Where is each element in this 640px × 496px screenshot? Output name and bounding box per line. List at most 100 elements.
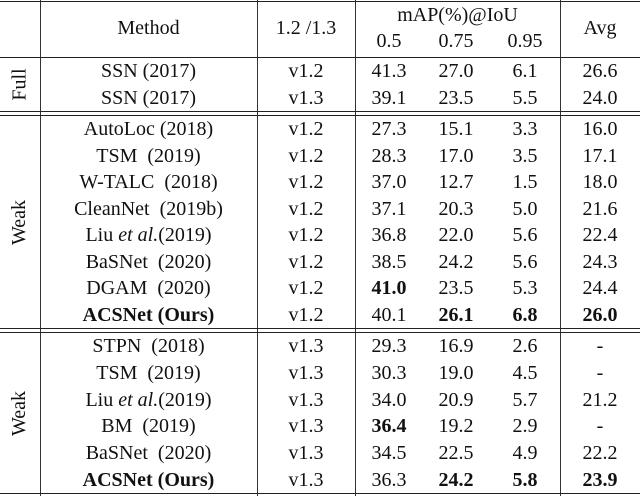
method-cell: BaSNet (2020)	[40, 249, 257, 275]
method-cell: CleanNet (2019b)	[40, 196, 257, 222]
avg-cell: 21.2	[582, 388, 618, 411]
method-cell: SSN (2017)	[40, 85, 257, 111]
header-iou-0.5: 0.5	[376, 30, 402, 52]
method-cell: STPN (2018)	[40, 333, 257, 359]
map-cell: 5.6	[512, 224, 538, 247]
avg-cell: -	[596, 362, 604, 384]
avg-cell: 24.0	[582, 86, 618, 109]
version-cell: v1.2	[288, 144, 324, 167]
version-cell: v1.3	[288, 335, 324, 358]
avg-cell: -	[596, 335, 604, 358]
group-rule	[0, 328, 640, 329]
group-rule	[0, 111, 640, 112]
group-rule	[0, 115, 640, 116]
method-cell: SSN (2017)	[40, 58, 257, 84]
version-cell: v1.3	[288, 388, 324, 411]
header-method: Method	[117, 17, 180, 39]
column-divider	[355, 0, 356, 496]
map-cell: 3.5	[512, 144, 538, 167]
map-cell: 2.6	[512, 335, 538, 358]
map-cell: 37.0	[371, 171, 407, 194]
top-rule	[0, 1, 640, 2]
avg-cell: 24.4	[582, 277, 618, 300]
map-cell: 23.5	[438, 277, 474, 300]
map-cell: 29.3	[371, 335, 407, 358]
avg-cell: 24.3	[582, 250, 618, 273]
map-cell: 22.5	[438, 442, 474, 464]
avg-cell: 18.0	[582, 171, 618, 194]
avg-cell: 23.9	[582, 468, 618, 491]
map-cell: 34.0	[371, 388, 407, 411]
avg-cell: 26.6	[582, 60, 618, 83]
version-cell: v1.2	[288, 171, 324, 194]
method-name: AutoLoc (2018)	[83, 118, 214, 141]
version-cell: v1.2	[288, 197, 324, 220]
version-cell: v1.2	[288, 250, 324, 273]
header-rule	[0, 57, 640, 58]
header-iou-0.75: 0.75	[438, 30, 474, 52]
method-name: ACSNet (Ours)	[82, 303, 215, 326]
version-cell: v1.3	[288, 362, 324, 384]
avg-cell: 17.1	[582, 144, 618, 167]
map-cell: 4.5	[512, 362, 538, 384]
version-cell: v1.2	[288, 277, 324, 300]
map-cell: 24.2	[438, 468, 474, 491]
column-divider	[560, 0, 561, 496]
map-cell: 39.1	[371, 86, 407, 109]
map-cell: 15.1	[438, 118, 474, 141]
map-cell: 36.8	[371, 224, 407, 247]
column-divider	[257, 0, 258, 496]
map-cell: 23.5	[438, 86, 474, 109]
method-name: TSM (2019)	[96, 362, 201, 384]
group-label-text: Weak	[8, 390, 31, 436]
method-cell: BaSNet (2020)	[40, 440, 257, 466]
method-cell: W-TALC (2018)	[40, 169, 257, 195]
map-cell: 5.5	[512, 86, 538, 109]
map-cell: 12.7	[438, 171, 474, 194]
method-name: CleanNet (2019b)	[74, 197, 223, 220]
group-rule	[0, 332, 640, 333]
header-version: 1.2 /1.3	[275, 17, 337, 39]
method-cell: TSM (2019)	[40, 360, 257, 386]
method-cell: Liu et al. (2019)	[85, 388, 212, 411]
version-cell: v1.2	[288, 224, 324, 247]
map-cell: 20.3	[438, 197, 474, 220]
map-cell: 17.0	[438, 144, 474, 167]
map-cell: 6.1	[512, 60, 538, 83]
method-name: SSN (2017)	[100, 60, 196, 83]
map-cell: 28.3	[371, 144, 407, 167]
avg-cell: 21.6	[582, 197, 618, 220]
map-cell: 6.8	[512, 303, 538, 326]
version-cell: v1.2	[288, 303, 324, 326]
map-cell: 19.0	[438, 362, 474, 384]
map-cell: 20.9	[438, 388, 474, 411]
method-cell: ACSNet (Ours)	[40, 467, 257, 493]
group-label-text: Full	[8, 68, 31, 101]
map-cell: 38.5	[371, 250, 407, 273]
group-label: Weak	[0, 116, 40, 328]
method-cell: AutoLoc (2018)	[40, 116, 257, 142]
version-cell: v1.3	[288, 468, 324, 491]
map-cell: 36.4	[371, 415, 407, 438]
column-divider	[40, 0, 41, 496]
method-cell: Liu et al. (2019)	[85, 224, 212, 247]
avg-cell: 26.0	[582, 303, 618, 326]
group-label: Full	[0, 58, 40, 111]
method-name: DGAM (2020)	[86, 277, 211, 300]
group-label-text: Weak	[8, 199, 31, 245]
header-iou-0.95: 0.95	[507, 30, 543, 52]
map-cell: 36.3	[371, 468, 407, 491]
version-cell: v1.3	[288, 86, 324, 109]
method-name: SSN (2017)	[100, 86, 196, 109]
map-cell: 41.0	[371, 277, 407, 300]
map-cell: 24.2	[438, 250, 474, 273]
method-cell: BM (2019)	[40, 413, 257, 439]
method-name: ACSNet (Ours)	[82, 468, 215, 491]
version-cell: v1.2	[288, 60, 324, 83]
header-map: mAP(%)@IoU	[397, 4, 518, 26]
method-cell: TSM (2019)	[40, 143, 257, 169]
map-cell: 4.9	[512, 442, 538, 464]
map-cell: 27.3	[371, 118, 407, 141]
version-cell: v1.2	[288, 118, 324, 141]
